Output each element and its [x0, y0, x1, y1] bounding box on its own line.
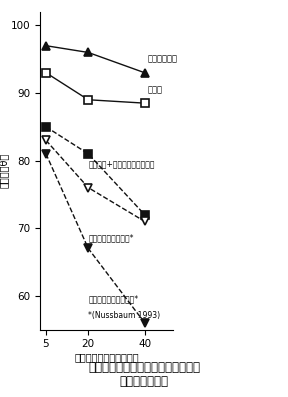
Text: アセトン+クロロフォルム抽出: アセトン+クロロフォルム抽出 — [88, 160, 155, 168]
Y-axis label: 接触角（θ）: 接触角（θ） — [0, 153, 8, 188]
Text: ヨーロッパシラカンバ*: ヨーロッパシラカンバ* — [88, 295, 138, 304]
Text: アセトン抽出: アセトン抽出 — [147, 55, 177, 64]
Text: *(Nussbaum 1993): *(Nussbaum 1993) — [88, 312, 160, 320]
Text: 処理による変化: 処理による変化 — [120, 376, 168, 388]
Text: ヨーロッパアカマツ*: ヨーロッパアカマツ* — [88, 234, 134, 243]
X-axis label: 水の滴下後の時間（秒）: 水の滴下後の時間（秒） — [74, 352, 139, 362]
Text: 図２　チーク材表面の撥水性の抽出: 図２ チーク材表面の撥水性の抽出 — [88, 361, 200, 374]
Text: 未抽出: 未抽出 — [147, 85, 162, 94]
